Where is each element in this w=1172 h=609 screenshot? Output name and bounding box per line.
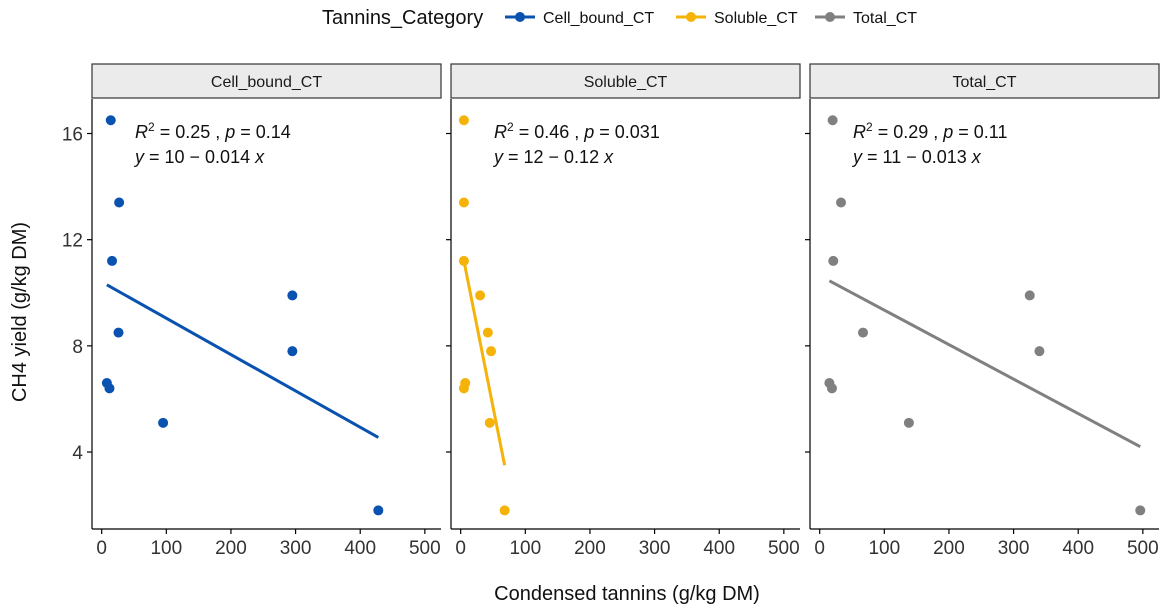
regression-line bbox=[462, 260, 507, 466]
data-point bbox=[458, 197, 469, 208]
x-tick-label: 300 bbox=[998, 538, 1030, 559]
facet-strip bbox=[91, 63, 442, 99]
data-point bbox=[836, 197, 847, 208]
x-tick-label: 0 bbox=[455, 538, 466, 559]
data-point bbox=[114, 197, 125, 208]
data-point bbox=[482, 327, 493, 338]
data-point bbox=[1135, 505, 1146, 516]
data-point bbox=[827, 115, 838, 126]
r2-annotation: R2 = 0.25 , p = 0.14 bbox=[135, 120, 291, 142]
x-tick-label: 500 bbox=[1127, 538, 1159, 559]
data-point bbox=[458, 115, 469, 126]
data-point bbox=[903, 417, 914, 428]
legend-item-soluble-ct: Soluble_CT bbox=[676, 10, 798, 27]
data-point bbox=[104, 383, 115, 394]
data-point bbox=[105, 115, 116, 126]
legend-key-dot bbox=[515, 12, 525, 22]
legend-title: Tannins_Category bbox=[322, 7, 483, 29]
r2-annotation: R2 = 0.46 , p = 0.031 bbox=[494, 120, 660, 142]
r2-annotation: R2 = 0.29 , p = 0.11 bbox=[853, 120, 1007, 142]
x-tick-label: 100 bbox=[868, 538, 900, 559]
panel-cell-bound-ct: Cell_bound_CT 4 8 12 16 0 100 200 300 400 500 R2 = … bbox=[62, 63, 442, 559]
legend-key-dot bbox=[825, 12, 835, 22]
data-point bbox=[373, 505, 384, 516]
legend-item-cell-bound-ct: Cell_bound_CT bbox=[505, 10, 654, 27]
data-point bbox=[458, 255, 469, 266]
x-tick-label: 500 bbox=[768, 538, 800, 559]
data-point bbox=[458, 383, 469, 394]
x-tick-label: 200 bbox=[215, 538, 247, 559]
y-axis-title: CH4 yield (g/kg DM) bbox=[9, 222, 31, 402]
data-point bbox=[475, 290, 486, 301]
facet-strip bbox=[809, 63, 1160, 99]
x-tick-label: 400 bbox=[344, 538, 376, 559]
data-point bbox=[828, 255, 839, 266]
legend-label: Soluble_CT bbox=[714, 10, 798, 27]
panel-total-ct: Total_CT 0 100 200 300 400 500 R2 = 0.29 , p = … bbox=[805, 63, 1160, 559]
facet-strip bbox=[450, 63, 801, 99]
data-point bbox=[113, 327, 124, 338]
legend: Tannins_Category Cell_bound_CT Soluble_CT… bbox=[322, 7, 917, 29]
data-point bbox=[499, 505, 510, 516]
data-point bbox=[287, 290, 298, 301]
data-point bbox=[857, 327, 868, 338]
legend-key-dot bbox=[686, 12, 696, 22]
y-tick-label: 12 bbox=[62, 231, 83, 252]
equation-annotation: y = 11 − 0.013 x bbox=[851, 147, 982, 167]
y-tick-label: 4 bbox=[72, 443, 83, 464]
equation-annotation: y = 10 − 0.014 x bbox=[133, 147, 265, 167]
x-tick-label: 100 bbox=[509, 538, 541, 559]
data-point bbox=[107, 255, 118, 266]
data-point bbox=[484, 417, 495, 428]
x-tick-label: 300 bbox=[280, 538, 312, 559]
data-point bbox=[287, 346, 298, 357]
legend-label: Total_CT bbox=[853, 10, 917, 27]
data-point bbox=[1034, 346, 1045, 357]
x-tick-label: 200 bbox=[933, 538, 965, 559]
data-point bbox=[158, 417, 169, 428]
data-point bbox=[486, 346, 497, 357]
x-tick-label: 0 bbox=[96, 538, 107, 559]
data-point bbox=[826, 383, 837, 394]
facet-panels: Cell_bound_CT 4 8 12 16 0 100 200 300 400 500 R2 = … bbox=[62, 63, 1160, 559]
x-axis-title: Condensed tannins (g/kg DM) bbox=[494, 583, 760, 605]
x-tick-label: 500 bbox=[409, 538, 441, 559]
facet-strip-label: Cell_bound_CT bbox=[211, 74, 322, 91]
y-tick-label: 8 bbox=[72, 337, 83, 358]
x-tick-label: 400 bbox=[1062, 538, 1094, 559]
equation-annotation: y = 12 − 0.12 x bbox=[492, 147, 614, 167]
x-tick-label: 300 bbox=[639, 538, 671, 559]
x-tick-label: 200 bbox=[574, 538, 606, 559]
panel-soluble-ct: Soluble_CT 0 100 200 300 400 500 R2 = 0.46 , p … bbox=[446, 63, 801, 559]
data-point bbox=[1024, 290, 1035, 301]
regression-line bbox=[106, 283, 380, 439]
y-tick-label: 16 bbox=[62, 125, 83, 146]
facet-strip-label: Soluble_CT bbox=[584, 74, 668, 91]
legend-item-total-ct: Total_CT bbox=[815, 10, 917, 27]
regression-line bbox=[828, 279, 1141, 449]
x-tick-label: 400 bbox=[703, 538, 735, 559]
legend-label: Cell_bound_CT bbox=[543, 10, 654, 27]
x-tick-label: 0 bbox=[814, 538, 825, 559]
facet-strip-label: Total_CT bbox=[952, 74, 1016, 91]
x-tick-label: 100 bbox=[150, 538, 182, 559]
